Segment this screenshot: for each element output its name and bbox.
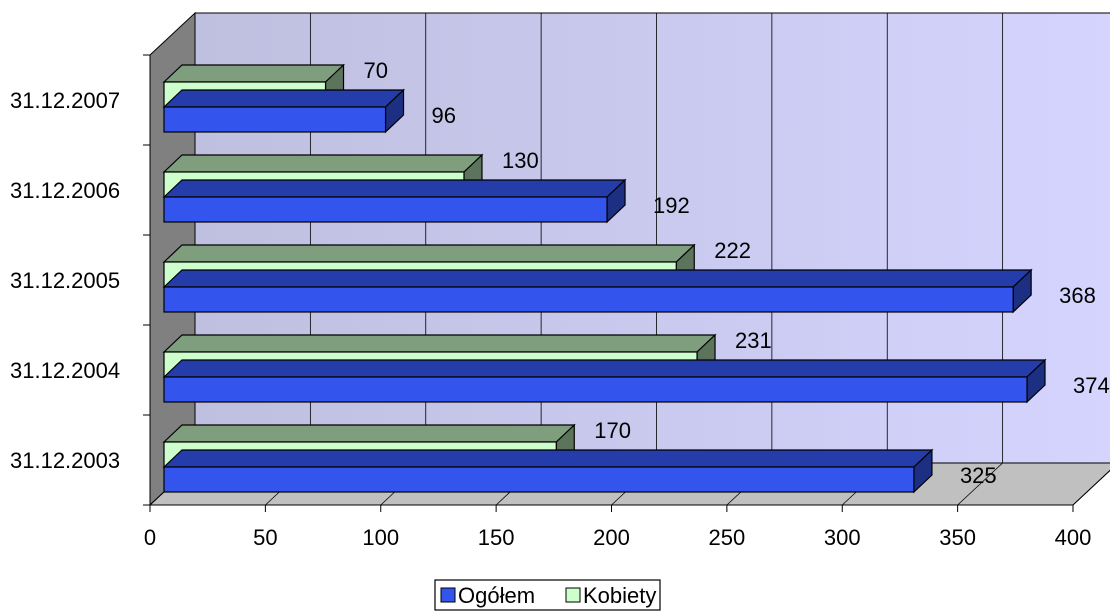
y-category-label: 31.12.2006 — [10, 178, 120, 203]
data-label-kobiety: 70 — [364, 58, 388, 83]
x-tick-label: 250 — [709, 525, 746, 550]
bar-front-face — [163, 466, 915, 493]
bar-ogolem — [162, 88, 406, 134]
bars — [162, 63, 1047, 494]
data-label-ogolem: 192 — [653, 193, 690, 218]
x-tick-label: 400 — [1055, 525, 1092, 550]
bar-ogolem — [162, 358, 1047, 404]
y-category-label: 31.12.2007 — [10, 88, 120, 113]
bar-ogolem — [162, 448, 934, 494]
bar-front-face — [163, 376, 1028, 403]
y-category-label: 31.12.2003 — [10, 448, 120, 473]
legend-label-ogolem: Ogółem — [458, 583, 535, 608]
bar-top-face — [162, 244, 696, 263]
y-category-label: 31.12.2005 — [10, 268, 120, 293]
x-tick-label: 0 — [144, 525, 156, 550]
data-label-ogolem: 96 — [432, 103, 456, 128]
bar-top-face — [162, 154, 484, 173]
data-label-ogolem: 374 — [1073, 373, 1110, 398]
x-tick-label: 300 — [824, 525, 861, 550]
data-label-kobiety: 130 — [502, 148, 539, 173]
bar-top-face — [162, 449, 934, 468]
floor-gridline — [1072, 469, 1110, 506]
data-label-ogolem: 325 — [960, 463, 997, 488]
axes: 0 50 100 150 200 250 300 350 400 31.12.2007 31.12.… — [10, 54, 1092, 550]
x-tick-label: 100 — [362, 525, 399, 550]
data-labels: 70 96 130 192 222 368 231 374 170 325 — [364, 58, 1110, 488]
data-label-kobiety: 231 — [735, 328, 772, 353]
bar-top-face — [162, 64, 346, 83]
data-label-ogolem: 368 — [1059, 283, 1096, 308]
bar-ogolem — [162, 268, 1033, 314]
y-category-label: 31.12.2004 — [10, 358, 120, 383]
bar-top-face — [162, 359, 1047, 378]
legend-box — [434, 579, 661, 611]
x-tick-label: 150 — [478, 525, 515, 550]
x-tick-label: 200 — [593, 525, 630, 550]
bar-top-face — [162, 424, 576, 443]
legend: Ogółem Kobiety — [434, 579, 661, 611]
data-label-kobiety: 170 — [594, 418, 631, 443]
x-tick-label: 50 — [253, 525, 277, 550]
bar-front-face — [163, 106, 387, 133]
legend-swatch-ogolem — [440, 587, 456, 603]
floor-gridline — [957, 462, 1003, 506]
data-label-kobiety: 222 — [714, 238, 751, 263]
x-tick-label: 350 — [939, 525, 976, 550]
bar-top-face — [162, 89, 406, 108]
legend-swatch-kobiety — [565, 587, 581, 603]
bar-ogolem — [162, 178, 627, 224]
bar-top-face — [162, 179, 627, 198]
bar-front-face — [163, 286, 1014, 313]
bar-top-face — [162, 334, 717, 353]
legend-label-kobiety: Kobiety — [583, 583, 656, 608]
bar-front-face — [163, 196, 608, 223]
bar-top-face — [162, 269, 1033, 288]
